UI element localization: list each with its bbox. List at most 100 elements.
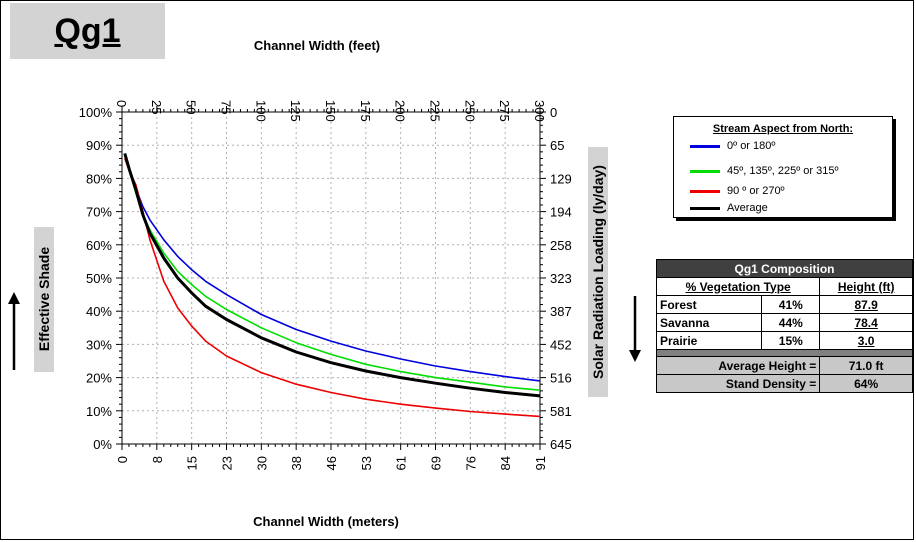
legend-item: 0º or 180º — [690, 139, 775, 153]
y2-tick-label: 0 — [550, 105, 557, 120]
legend-swatch — [690, 206, 720, 210]
y-tick-label: 0% — [93, 437, 112, 452]
y-axis-label-background — [34, 227, 54, 372]
x-tick-label: 91 — [533, 456, 548, 470]
top-tick-label: 75 — [219, 100, 234, 114]
x-axis-label: Channel Width (meters) — [253, 514, 399, 529]
top-tick-label: 175 — [358, 100, 373, 122]
top-tick-label: 200 — [393, 100, 408, 122]
y2-axis-label-background — [588, 147, 608, 397]
x-tick-label: 8 — [150, 456, 165, 463]
stand-density-row: Stand Density = 64% — [655, 374, 913, 393]
x-tick-label: 38 — [289, 456, 304, 470]
veg-type: Prairie — [655, 331, 763, 350]
average-height-label: Average Height = — [655, 356, 821, 375]
legend-label: 0º or 180º — [727, 140, 776, 152]
series-line — [124, 153, 541, 391]
y-tick-label: 30% — [86, 337, 112, 352]
shade-up-arrow-icon — [8, 292, 20, 370]
series-line — [124, 153, 541, 382]
y-tick-label: 40% — [86, 304, 112, 319]
y2-tick-label: 258 — [550, 238, 572, 253]
y-tick-label: 20% — [86, 371, 112, 386]
axis-ticks: 0% 10% 20% 30% 40% 50% 60% 70% 80% 90% 100% 645 581 5… — [79, 100, 572, 470]
top-tick-label: 225 — [428, 100, 443, 122]
x-tick-label: 46 — [324, 456, 339, 470]
top-tick-label: 300 — [532, 100, 547, 122]
y-tick-label: 10% — [86, 404, 112, 419]
y2-tick-label: 387 — [550, 304, 572, 319]
top-tick-label: 275 — [497, 100, 512, 122]
veg-type: Forest — [655, 295, 763, 314]
stand-density-label: Stand Density = — [655, 374, 821, 393]
legend-label: 45º, 135º, 225º or 315º — [727, 165, 839, 177]
x-tick-label: 23 — [220, 456, 235, 470]
x-tick-label: 76 — [463, 456, 478, 470]
legend-label: 90 º or 270º — [727, 185, 785, 197]
radiation-down-arrow-icon — [629, 296, 641, 362]
table-row: Prairie 15% 3.0 — [655, 331, 913, 350]
x-tick-label: 84 — [498, 456, 513, 470]
x-tick-label: 61 — [394, 456, 409, 470]
y-tick-label: 70% — [86, 205, 112, 220]
legend-title: Stream Aspect from North: — [712, 123, 854, 135]
y-axis-label: Effective Shade — [36, 247, 52, 351]
series-line — [123, 153, 541, 398]
top-tick-label: 0 — [114, 100, 129, 107]
legend-item: 90 º or 270º — [690, 184, 785, 198]
veg-height: 87.9 — [819, 295, 913, 314]
composition-table: Qg1 Composition % Vegetation Type Height… — [655, 259, 913, 393]
x-tick-label: 15 — [185, 456, 200, 470]
legend-swatch — [690, 144, 720, 148]
y-tick-label: 100% — [79, 105, 113, 120]
veg-percent: 15% — [761, 331, 821, 350]
grid-lines — [122, 112, 540, 444]
figure-title: Qg1 — [54, 11, 121, 50]
top-tick-label: 25 — [149, 100, 164, 114]
average-height-row: Average Height = 71.0 ft — [655, 356, 913, 375]
top-tick-label: 150 — [323, 100, 338, 122]
legend: Stream Aspect from North: 0º or 180º 45º… — [673, 116, 893, 218]
veg-percent: 41% — [761, 295, 821, 314]
top-tick-label: 50 — [184, 100, 199, 114]
legend-label: Average — [727, 202, 768, 214]
y2-tick-label: 516 — [550, 371, 572, 386]
y-tick-label: 50% — [86, 271, 112, 286]
legend-swatch — [690, 189, 720, 193]
top-axis-label: Channel Width (feet) — [254, 38, 380, 53]
legend-swatch — [690, 169, 720, 173]
x-tick-label: 69 — [429, 456, 444, 470]
x-tick-label: 0 — [115, 456, 130, 463]
y-tick-label: 90% — [86, 138, 112, 153]
veg-percent: 44% — [761, 313, 821, 332]
y-tick-label: 60% — [86, 238, 112, 253]
x-tick-label: 30 — [254, 456, 269, 470]
y2-tick-label: 452 — [550, 337, 572, 352]
title-box: Qg1 — [10, 3, 165, 59]
x-tick-label: 53 — [359, 456, 374, 470]
average-height-value: 71.0 ft — [819, 356, 913, 375]
y2-tick-label: 129 — [550, 171, 572, 186]
veg-type: Savanna — [655, 313, 763, 332]
composition-header-vegetation: % Vegetation Type — [655, 277, 821, 296]
series-lines — [123, 153, 541, 418]
composition-title: Qg1 Composition — [656, 259, 913, 278]
y2-tick-label: 194 — [550, 205, 572, 220]
y2-tick-label: 323 — [550, 271, 572, 286]
y2-tick-label: 65 — [550, 138, 564, 153]
legend-item: Average — [690, 201, 768, 215]
veg-height: 78.4 — [819, 313, 913, 332]
legend-item: 45º, 135º, 225º or 315º — [690, 164, 838, 178]
top-tick-label: 125 — [288, 100, 303, 122]
table-row: Savanna 44% 78.4 — [655, 313, 913, 332]
y2-axis-label: Solar Radiation Loading (ly/day) — [590, 165, 606, 379]
stand-density-value: 64% — [819, 374, 913, 393]
top-tick-label: 250 — [462, 100, 477, 122]
y2-tick-label: 581 — [550, 404, 572, 419]
y-tick-label: 80% — [86, 171, 112, 186]
composition-separator — [656, 349, 913, 357]
top-tick-label: 100 — [253, 100, 268, 122]
veg-height: 3.0 — [819, 331, 913, 350]
